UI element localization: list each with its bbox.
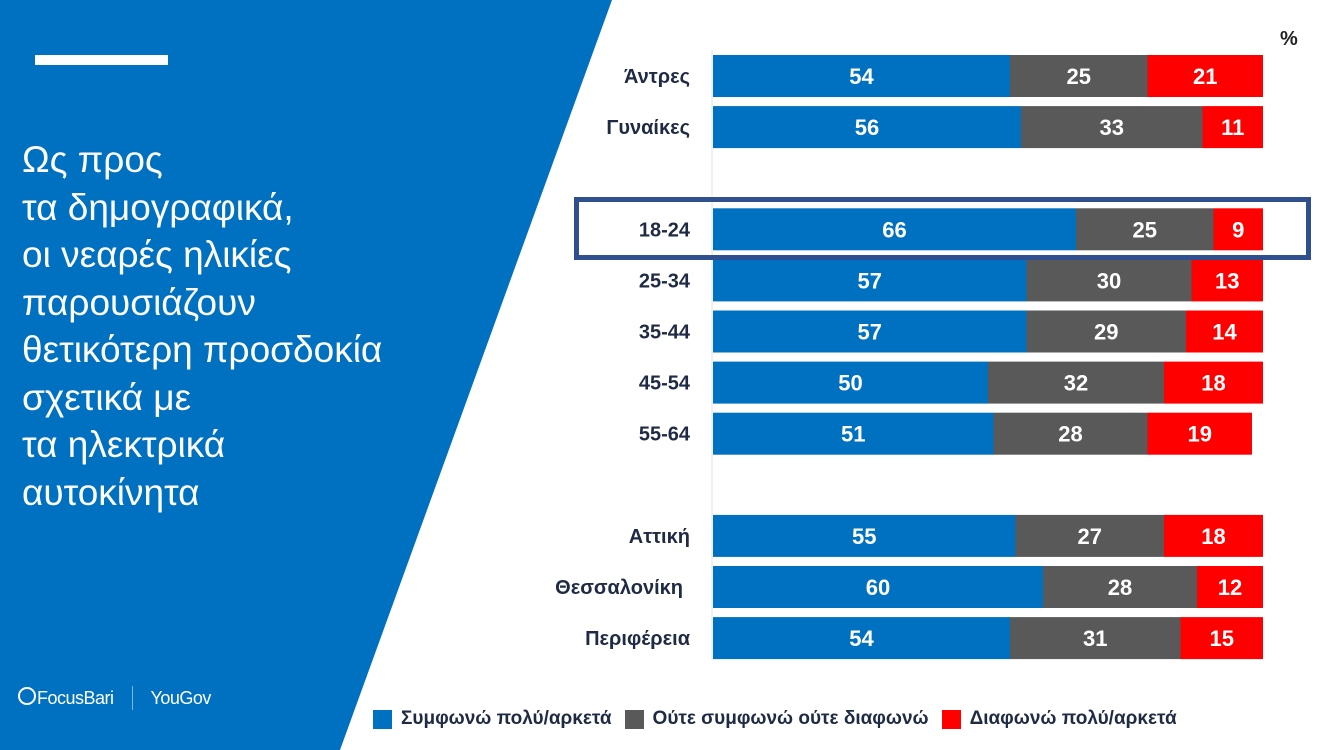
category-label: 35-44 xyxy=(639,322,691,344)
data-label: 54 xyxy=(849,626,874,651)
category-label: 18-24 xyxy=(639,219,691,241)
data-label: 29 xyxy=(1094,320,1118,345)
data-label: 60 xyxy=(866,575,890,600)
legend-label: Διαφωνώ πολύ/αρκετά xyxy=(969,708,1177,729)
data-label: 55 xyxy=(852,524,876,549)
bar-segment xyxy=(713,514,1016,557)
category-label: Γυναίκες xyxy=(606,117,690,139)
data-label: 28 xyxy=(1058,422,1082,447)
bar-segment xyxy=(988,361,1164,404)
focusbari-logo: FocusBari xyxy=(37,687,114,708)
bar-segment xyxy=(1026,259,1192,302)
data-label: 21 xyxy=(1193,64,1217,89)
bar-segment xyxy=(1186,310,1263,353)
data-label: 12 xyxy=(1218,575,1242,600)
logos: FocusBari YouGov xyxy=(18,686,211,710)
category-label: Αττική xyxy=(629,526,690,548)
data-label: 66 xyxy=(882,217,906,242)
bar-segment xyxy=(713,361,988,404)
data-label: 31 xyxy=(1083,626,1107,651)
data-label: 33 xyxy=(1100,115,1124,140)
bar-segment xyxy=(1147,55,1263,97)
bar-segment xyxy=(1026,310,1186,353)
category-label: Άντρες xyxy=(624,66,690,88)
bar-segment xyxy=(1015,514,1164,557)
logo-divider xyxy=(131,686,133,710)
data-label: 51 xyxy=(841,422,865,447)
data-label: 54 xyxy=(849,64,874,89)
data-label: 57 xyxy=(858,320,882,345)
bar-segment xyxy=(1076,208,1214,251)
bar-segment xyxy=(713,208,1076,251)
bar-segment xyxy=(713,259,1027,302)
data-label: 50 xyxy=(838,371,862,396)
data-label: 18 xyxy=(1201,371,1225,396)
bar-segment xyxy=(1164,514,1263,557)
legend-label: Συμφωνώ πολύ/αρκετά xyxy=(401,708,612,729)
bar-segment xyxy=(1213,208,1263,251)
bar-segment xyxy=(1191,259,1263,302)
bar-segment xyxy=(993,412,1148,455)
bar-segment xyxy=(1043,566,1197,608)
bar-segment xyxy=(1010,617,1181,660)
category-label: Περιφέρεια xyxy=(585,628,691,650)
bar-segment xyxy=(1197,566,1263,608)
category-label: 55-64 xyxy=(639,424,691,446)
bar-segment xyxy=(1021,106,1203,149)
data-label: 56 xyxy=(855,115,879,140)
highlight-box xyxy=(574,197,1311,260)
bar-segment xyxy=(1202,106,1263,149)
data-label: 32 xyxy=(1064,371,1088,396)
bar-segment xyxy=(1180,617,1263,660)
bar-segment xyxy=(713,310,1027,353)
bar-segment xyxy=(713,617,1010,660)
data-label: 27 xyxy=(1078,524,1102,549)
focusbari-logo-icon xyxy=(18,687,36,705)
data-label: 25 xyxy=(1133,217,1157,242)
legend-item: Συμφωνώ πολύ/αρκετά xyxy=(373,708,612,730)
legend-swatch xyxy=(941,709,961,729)
category-label: Θεσσαλονίκη xyxy=(555,577,683,599)
bar-segment xyxy=(713,566,1043,608)
data-label: 11 xyxy=(1221,115,1244,140)
data-label: 30 xyxy=(1097,268,1121,293)
data-label: 57 xyxy=(858,268,882,293)
data-label: 28 xyxy=(1108,575,1132,600)
bar-segment xyxy=(1147,412,1252,455)
legend-label: Ούτε συμφωνώ ούτε διαφωνώ xyxy=(652,708,929,729)
data-label: 19 xyxy=(1188,422,1212,447)
accent-bar xyxy=(35,55,168,65)
legend-item: Διαφωνώ πολύ/αρκετά xyxy=(941,708,1177,730)
stacked-bar-chart: Άντρες 54 25 21 Γυναίκες 56 33 11 18-24 66 25 9 25-3… xyxy=(555,50,1263,660)
data-label: 9 xyxy=(1232,217,1244,242)
bar-segment xyxy=(713,106,1021,149)
data-label: 15 xyxy=(1210,626,1234,651)
legend: Συμφωνώ πολύ/αρκετά Ούτε συμφωνώ ούτε δι… xyxy=(373,708,1190,730)
data-label: 13 xyxy=(1215,268,1239,293)
legend-item: Ούτε συμφωνώ ούτε διαφωνώ xyxy=(624,708,929,730)
bar-segment xyxy=(713,412,994,455)
bar-segment xyxy=(713,55,1010,97)
data-label: 14 xyxy=(1212,320,1237,345)
yougov-logo: YouGov xyxy=(150,687,212,708)
data-label: 25 xyxy=(1067,64,1091,89)
headline: Ως προς τα δημογραφικά, οι νεαρές ηλικίε… xyxy=(22,139,383,513)
category-label: 45-54 xyxy=(639,373,691,395)
legend-swatch xyxy=(373,709,392,729)
bar-segment xyxy=(1164,361,1263,404)
bar-segment xyxy=(1010,55,1148,97)
data-label: 18 xyxy=(1201,524,1225,549)
unit-label: % xyxy=(1280,28,1298,50)
category-label: 25-34 xyxy=(639,270,691,292)
legend-swatch xyxy=(624,709,644,729)
